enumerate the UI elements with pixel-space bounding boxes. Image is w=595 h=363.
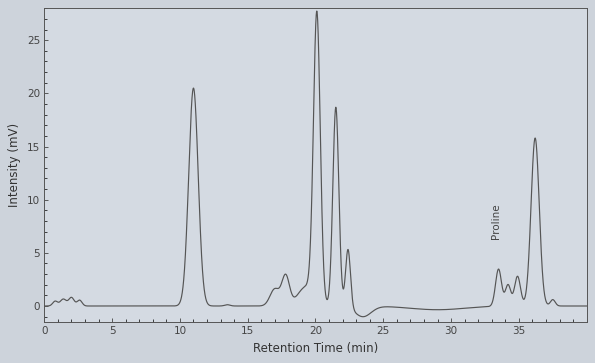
Y-axis label: Intensity (mV): Intensity (mV) xyxy=(8,123,21,207)
Text: Proline: Proline xyxy=(491,203,501,239)
X-axis label: Retention Time (min): Retention Time (min) xyxy=(253,342,378,355)
